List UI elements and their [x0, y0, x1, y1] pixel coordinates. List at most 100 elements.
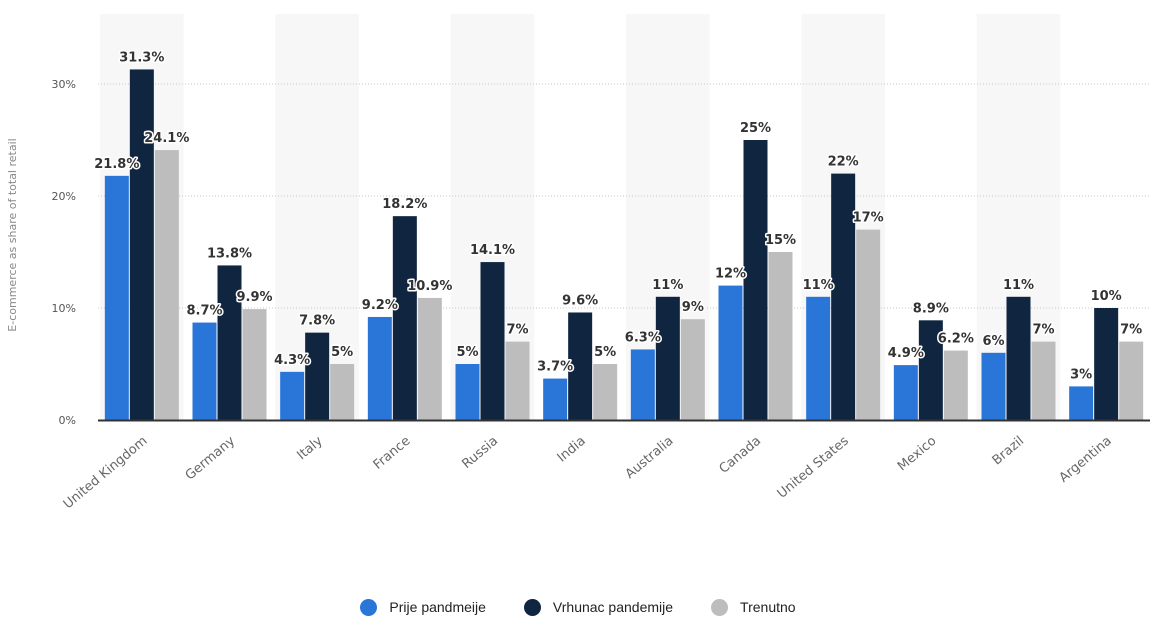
bar[interactable]	[280, 371, 305, 420]
data-label: 4.9%	[888, 346, 924, 361]
data-label: 17%	[853, 211, 884, 226]
bar[interactable]	[718, 285, 743, 420]
bar[interactable]	[217, 265, 242, 420]
bar[interactable]	[593, 364, 618, 420]
y-tick-label: 10%	[52, 302, 76, 315]
data-label: 4.3%	[274, 353, 310, 368]
bar[interactable]	[831, 173, 856, 420]
x-tick-label: Mexico	[895, 434, 939, 475]
data-label: 15%	[765, 233, 796, 248]
legend-item-series-2[interactable]: Vrhunac pandemije	[523, 598, 674, 616]
x-tick-label: United States	[775, 433, 852, 501]
data-label: 11%	[652, 278, 683, 293]
legend-item-series-3[interactable]: Trenutno	[711, 598, 796, 616]
legend: Prije pandmeije Vrhunac pandemije Trenut…	[0, 596, 1156, 618]
data-label: 5%	[456, 345, 478, 360]
data-label: 11%	[1003, 278, 1034, 293]
data-label: 7%	[1032, 323, 1054, 338]
bar[interactable]	[455, 364, 480, 420]
bar[interactable]	[743, 140, 768, 420]
bar[interactable]	[305, 332, 330, 420]
data-label: 5%	[594, 345, 616, 360]
x-tick-label: Italy	[294, 433, 325, 463]
x-tick-label: Canada	[717, 434, 765, 477]
bar[interactable]	[918, 320, 943, 420]
bar[interactable]	[1119, 341, 1144, 420]
bar[interactable]	[1069, 386, 1094, 420]
data-label: 9%	[682, 300, 704, 315]
y-tick-label: 30%	[52, 78, 76, 91]
bar[interactable]	[630, 349, 655, 420]
bar[interactable]	[1031, 341, 1056, 420]
bar[interactable]	[480, 262, 505, 420]
bar[interactable]	[680, 319, 705, 420]
data-label: 10.9%	[407, 279, 452, 294]
data-label: 6%	[982, 334, 1004, 349]
data-label: 18.2%	[382, 197, 427, 212]
data-label: 8.9%	[913, 301, 949, 316]
legend-item-series-1[interactable]: Prije pandmeije	[360, 598, 486, 616]
data-label: 3%	[1070, 367, 1092, 382]
bar[interactable]	[505, 341, 530, 420]
bar[interactable]	[1094, 308, 1119, 420]
bar[interactable]	[568, 312, 593, 420]
bar[interactable]	[943, 350, 968, 420]
data-label: 12%	[715, 267, 746, 282]
legend-label-series-3: Trenutno	[740, 599, 796, 615]
bar[interactable]	[1006, 296, 1031, 420]
bar[interactable]	[543, 378, 568, 420]
data-label: 6.3%	[625, 330, 661, 345]
data-label: 9.2%	[362, 298, 398, 313]
bar[interactable]	[655, 296, 680, 420]
bar[interactable]	[981, 352, 1006, 420]
data-label: 25%	[740, 121, 771, 136]
bar[interactable]	[806, 296, 831, 420]
bar[interactable]	[392, 216, 417, 420]
data-label: 7%	[1120, 323, 1142, 338]
legend-marker-series-3	[711, 598, 729, 616]
y-axis-label: E-commerce as share of total retail	[6, 138, 19, 331]
bar[interactable]	[154, 150, 179, 420]
data-label: 7%	[506, 323, 528, 338]
x-tick-label: India	[555, 434, 589, 466]
bar[interactable]	[330, 364, 355, 420]
x-tick-label: United Kingdom	[61, 434, 151, 513]
bar[interactable]	[192, 322, 217, 420]
bar[interactable]	[129, 69, 154, 420]
data-label: 13.8%	[207, 246, 252, 261]
data-label: 14.1%	[470, 243, 515, 258]
bar[interactable]	[768, 252, 793, 420]
x-tick-label: Argentina	[1057, 434, 1115, 486]
data-label: 9.9%	[236, 290, 272, 305]
data-label: 22%	[828, 155, 859, 170]
legend-label-series-2: Vrhunac pandemije	[552, 599, 674, 615]
data-label: 24.1%	[144, 131, 189, 146]
x-tick-label: Australia	[623, 434, 677, 482]
data-label: 6.2%	[938, 332, 974, 347]
bar[interactable]	[893, 365, 918, 420]
data-label: 7.8%	[299, 314, 335, 329]
y-tick-label: 0%	[59, 414, 76, 427]
y-tick-label: 20%	[52, 190, 76, 203]
x-tick-label: Russia	[459, 434, 501, 472]
x-tick-label: Brazil	[990, 434, 1027, 469]
bar[interactable]	[367, 316, 392, 420]
data-label: 21.8%	[94, 157, 139, 172]
data-label: 5%	[331, 345, 353, 360]
data-label: 11%	[803, 278, 834, 293]
legend-label-series-1: Prije pandmeije	[389, 599, 486, 615]
x-tick-label: France	[371, 434, 414, 473]
legend-marker-series-2	[523, 598, 541, 616]
bar[interactable]	[417, 297, 442, 420]
bar[interactable]	[242, 309, 267, 420]
data-label: 3.7%	[537, 360, 573, 375]
data-label: 8.7%	[186, 304, 222, 319]
data-label: 9.6%	[562, 293, 598, 308]
legend-marker-series-1	[360, 598, 378, 616]
x-tick-label: Germany	[183, 433, 239, 483]
bar[interactable]	[856, 229, 881, 420]
data-label: 10%	[1091, 289, 1122, 304]
bar[interactable]	[104, 175, 129, 420]
data-label: 31.3%	[119, 50, 164, 65]
